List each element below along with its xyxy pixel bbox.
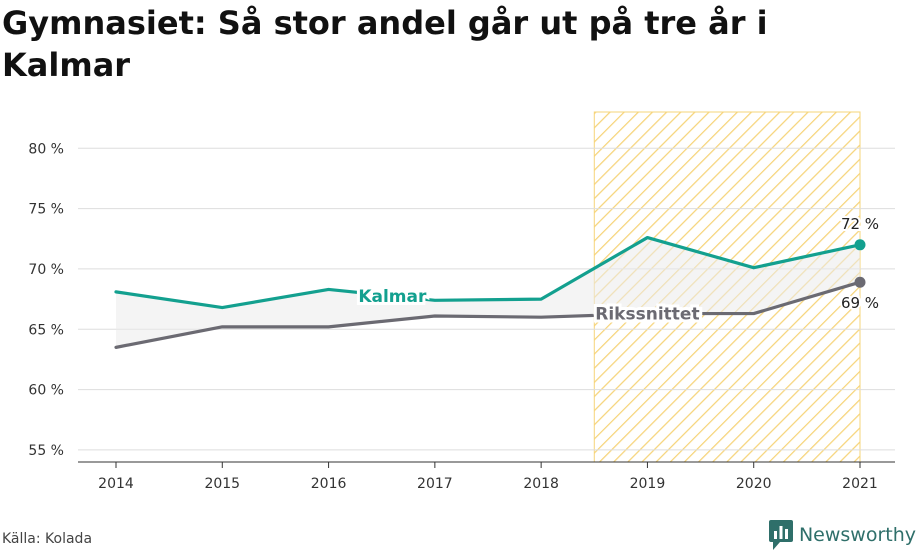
end-point-rikssnittet (854, 276, 866, 288)
brand: Newsworthy (768, 518, 916, 552)
x-tick-label: 2018 (523, 476, 559, 492)
x-tick-label: 2014 (98, 476, 134, 492)
end-point-kalmar (854, 239, 866, 251)
newsworthy-logo-icon (768, 520, 793, 550)
end-label-rikssnittet: 69 % (841, 294, 879, 312)
x-tick-label: 2017 (417, 476, 453, 492)
series-line-kalmar (114, 235, 862, 310)
series-gap-band (116, 237, 860, 348)
y-tick-label: 75 % (28, 202, 64, 218)
y-tick-label: 55 % (28, 443, 64, 459)
y-tick-label: 70 % (28, 262, 64, 278)
y-tick-label: 80 % (28, 141, 64, 157)
source-note: Källa: Kolada (2, 531, 93, 547)
chart-title: Gymnasiet: Så stor andel går ut på tre å… (2, 4, 768, 84)
y-tick-label: 65 % (28, 322, 64, 338)
y-tick-label: 60 % (28, 383, 64, 399)
brand-name: Newsworthy (798, 524, 916, 546)
x-tick-label: 2019 (630, 476, 666, 492)
end-label-kalmar: 72 % (841, 215, 879, 233)
x-tick-label: 2016 (311, 476, 347, 492)
line-chart: 55 % 60 % 65 % 70 % 75 % 80 % 2014 2015 2016 2017… (28, 111, 895, 492)
x-tick-label: 2020 (736, 476, 772, 492)
series-label-rikssnittet: Rikssnittet (595, 305, 699, 325)
series-line-rikssnittet (114, 280, 862, 349)
x-tick-label: 2015 (204, 476, 240, 492)
x-tick-label: 2021 (842, 476, 878, 492)
series-label-kalmar: Kalmar (358, 287, 427, 307)
